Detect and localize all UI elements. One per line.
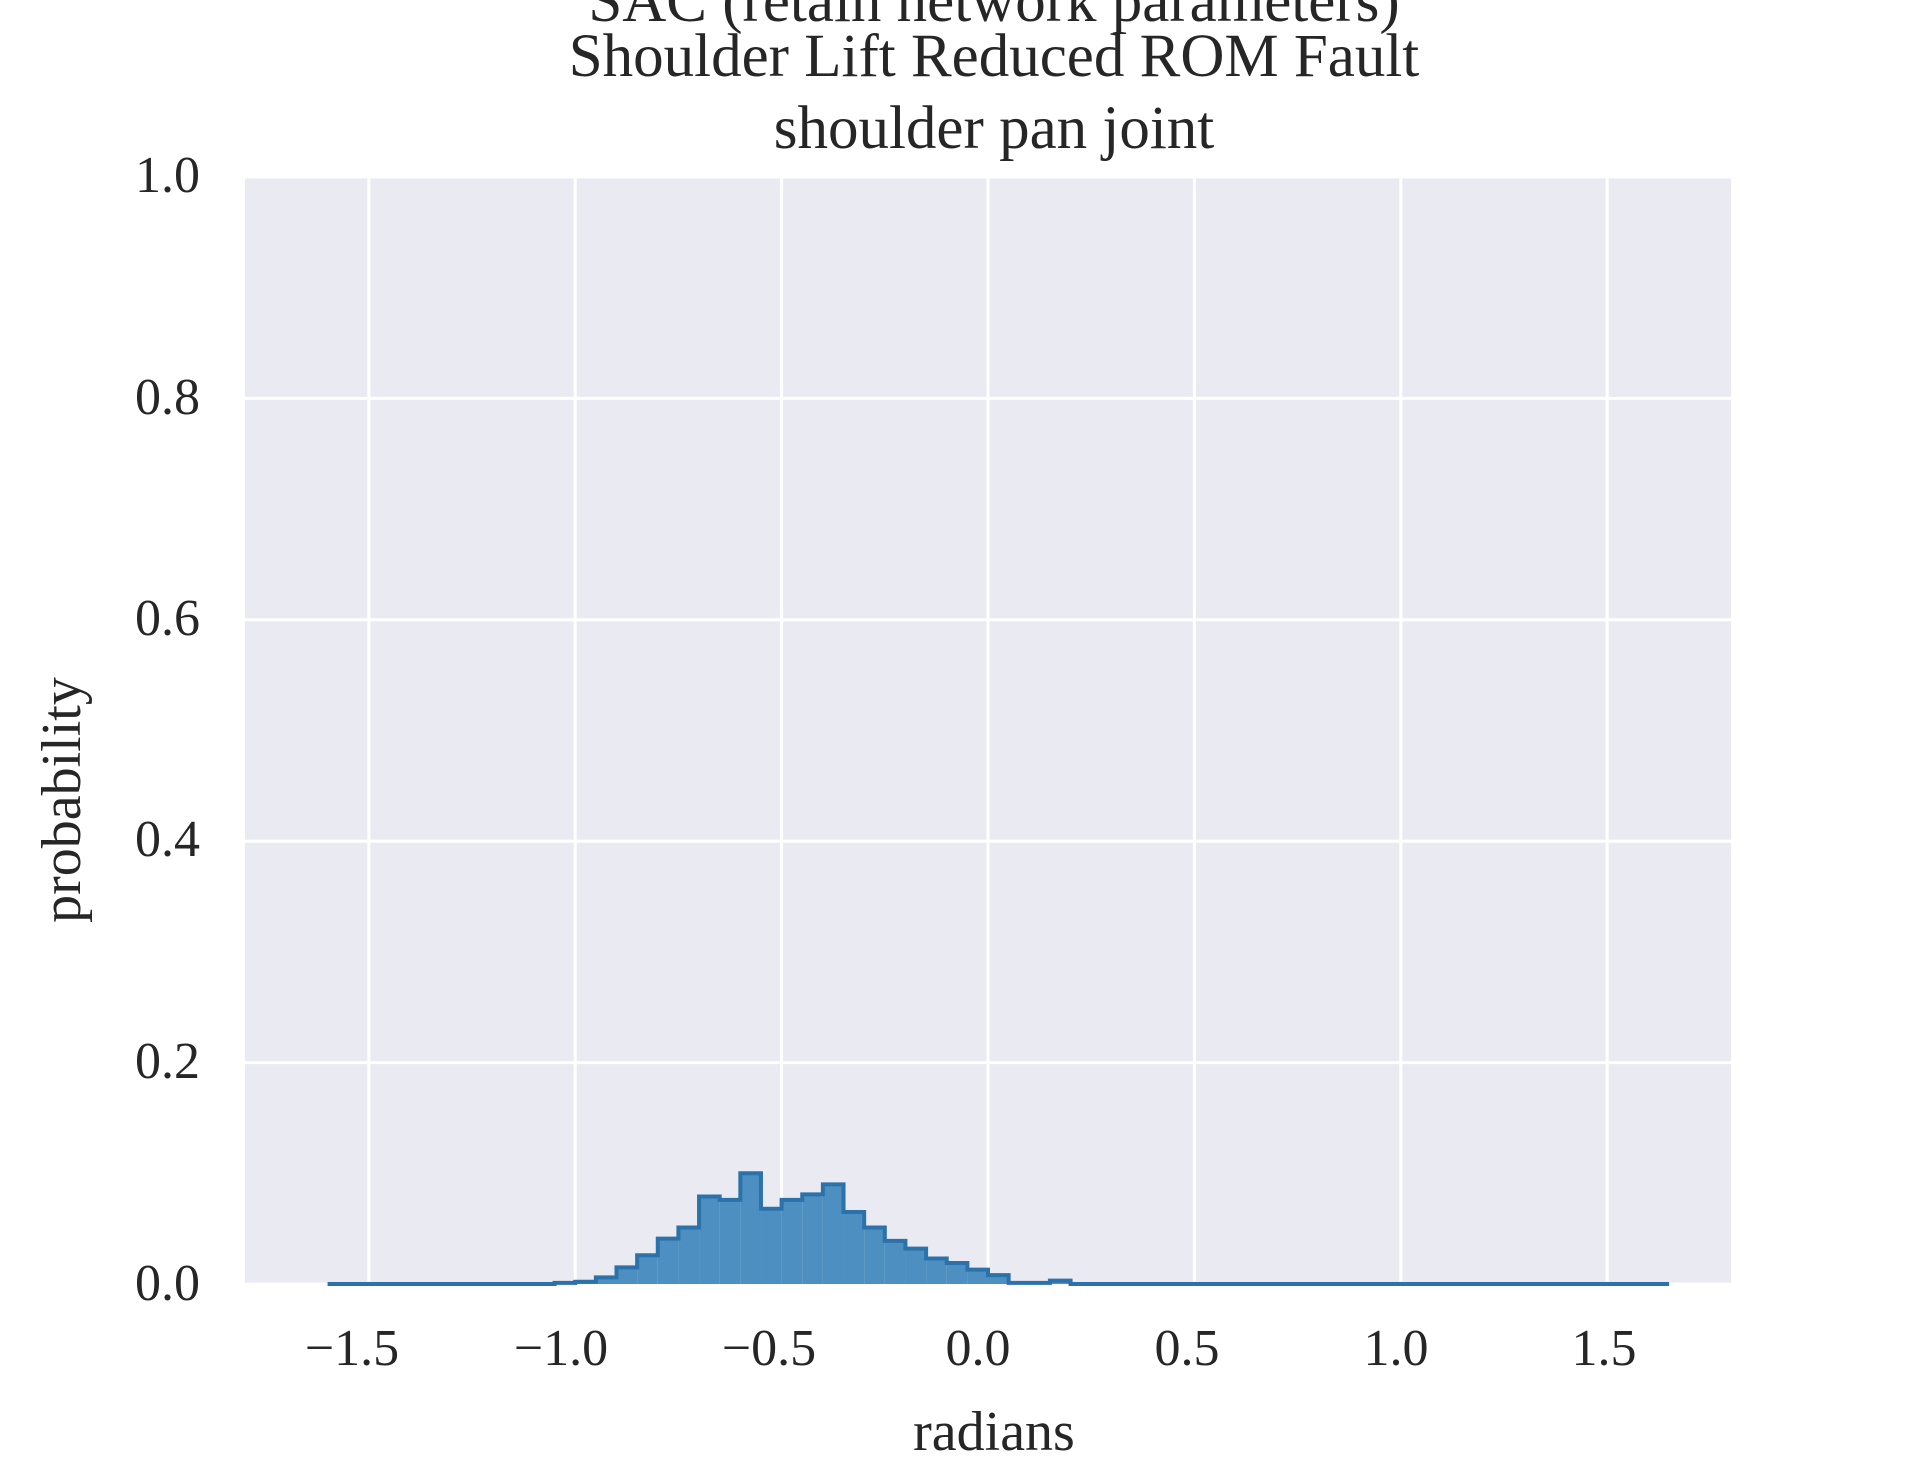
x-tick-label: −1.0 [513, 1320, 609, 1377]
y-tick-label: 0.6 [135, 590, 200, 647]
histogram-bar [616, 1267, 638, 1284]
histogram-bar [637, 1255, 658, 1284]
histogram-bar [843, 1212, 865, 1284]
histogram-bar [988, 1275, 1009, 1284]
histogram-bar [905, 1248, 927, 1284]
histogram-bar [864, 1227, 885, 1284]
x-tick-label: 1.0 [1363, 1320, 1429, 1377]
histogram-bar [595, 1277, 617, 1284]
histogram-bar [719, 1199, 741, 1284]
histogram-bar [699, 1196, 720, 1284]
x-tick-label: 0.5 [1154, 1320, 1220, 1377]
histogram-bar [740, 1173, 761, 1284]
x-tick-label: −1.5 [304, 1320, 400, 1377]
y-tick-label: 0.4 [135, 811, 200, 868]
histogram-bar [884, 1240, 906, 1284]
x-axis-label: radians [913, 1401, 1075, 1463]
histogram-bar [802, 1194, 823, 1284]
y-axis-label: probability [31, 677, 93, 923]
histogram-bar [926, 1258, 947, 1284]
x-tick-label: 1.5 [1571, 1320, 1637, 1377]
histogram-bar [822, 1184, 844, 1284]
chart-title-line-3: shoulder pan joint [773, 95, 1215, 162]
histogram-bar [967, 1269, 988, 1284]
y-tick-label: 0.8 [135, 369, 200, 426]
histogram-bins [554, 1173, 1071, 1284]
histogram-bar [760, 1208, 782, 1284]
x-tick-label: −0.5 [721, 1320, 817, 1377]
histogram-bar [946, 1262, 968, 1284]
y-tick-label: 0.2 [135, 1033, 200, 1090]
histogram-outline [327, 1171, 1670, 1286]
chart-title-line-1: SAC (retain network parameters) [588, 0, 1400, 35]
histogram-bar [657, 1238, 679, 1284]
y-tick-label: 0.0 [135, 1255, 200, 1312]
y-tick-label: 1.0 [135, 147, 200, 204]
chart-title-line-2: Shoulder Lift Reduced ROM Fault [568, 23, 1420, 90]
x-tick-label: 0.0 [945, 1320, 1011, 1377]
histogram-bar [781, 1199, 803, 1284]
histogram-bar [678, 1227, 700, 1284]
